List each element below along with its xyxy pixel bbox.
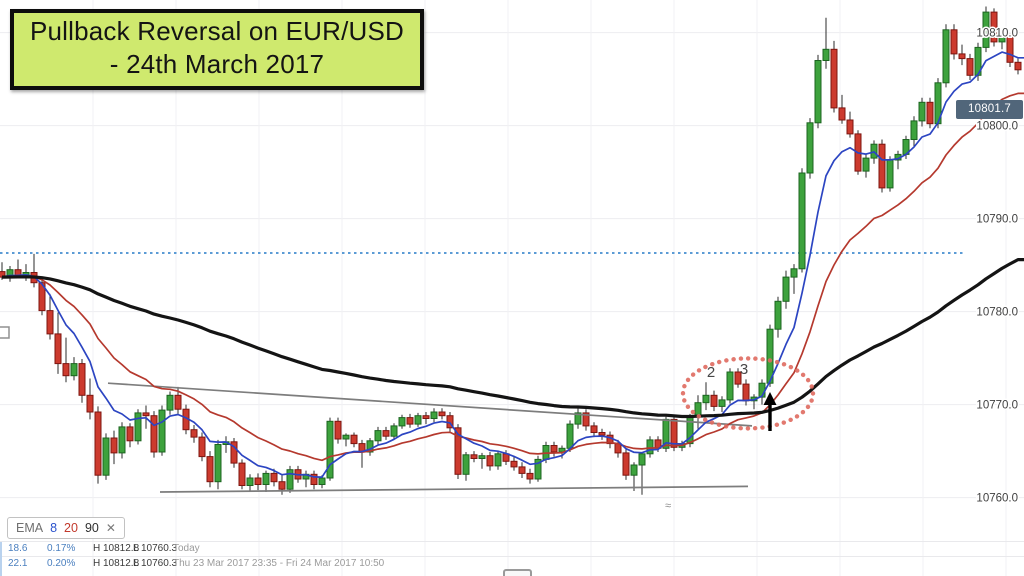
ema-20-line: [1, 92, 1024, 462]
last-price-badge: 10801.7: [956, 100, 1023, 119]
drawing-handle[interactable]: [0, 326, 10, 339]
ema-20-param[interactable]: 20: [64, 521, 78, 535]
ema-90-line: [1, 258, 1024, 419]
ema-indicator-legend: EMA 8 20 90 ✕: [7, 517, 125, 539]
session-info-row-today: 18.6 0.17% H 10812.8 L 10760.3 Today: [0, 543, 1024, 556]
ema-90-param[interactable]: 90: [84, 521, 99, 535]
range-percent: 0.20%: [47, 558, 76, 569]
session-low: L 10760.3: [133, 558, 178, 569]
up-arrow[interactable]: [763, 392, 777, 431]
ema-8-param[interactable]: 8: [50, 521, 58, 535]
session-low: L 10760.3: [133, 543, 178, 554]
svg-text:10810.0: 10810.0: [976, 28, 1018, 40]
svg-text:10780.0: 10780.0: [976, 307, 1018, 319]
session-high: H 10812.8: [93, 543, 140, 554]
ema-8-line: [1, 51, 1024, 478]
svg-text:10760.0: 10760.0: [976, 493, 1018, 505]
info-row-divider: [0, 556, 1024, 557]
count-label-3[interactable]: 3: [740, 361, 748, 378]
row-highlight-edge: [0, 542, 2, 576]
time-axis-marker-box: [503, 569, 532, 576]
indicator-name-label: EMA: [16, 521, 44, 535]
session-info-row-range: 22.1 0.20% H 10812.8 L 10760.3 Thu 23 Ma…: [0, 558, 1024, 571]
count-label-2[interactable]: 2: [707, 364, 715, 381]
info-row-divider: [0, 541, 1024, 542]
chart-title-banner[interactable]: Pullback Reversal on EUR/USD - 24th Marc…: [10, 9, 424, 90]
range-value: 18.6: [8, 543, 28, 554]
svg-text:10790.0: 10790.0: [976, 214, 1018, 226]
svg-text:10800.0: 10800.0: [976, 121, 1018, 133]
range-value: 22.1: [8, 558, 28, 569]
range-percent: 0.17%: [47, 543, 76, 554]
horizontal-support-line[interactable]: [159, 485, 749, 493]
close-indicator-icon[interactable]: ✕: [105, 521, 116, 535]
period-label: Thu 23 Mar 2017 23:35 - Fri 24 Mar 2017 …: [173, 558, 385, 569]
session-break-icon: ≈: [665, 500, 671, 512]
y-axis-labels: 10810.0 10800.0 10790.0 10780.0 10770.0 10760…: [975, 26, 1020, 506]
banner-title-line2: - 24th March 2017: [109, 49, 325, 79]
svg-text:10770.0: 10770.0: [976, 400, 1018, 412]
breakout-ellipse[interactable]: [680, 356, 816, 431]
period-label: Today: [173, 543, 200, 554]
banner-title-line1: Pullback Reversal on EUR/USD: [29, 16, 405, 46]
session-high: H 10812.8: [93, 558, 140, 569]
descending-resistance-trendline[interactable]: [107, 382, 753, 427]
